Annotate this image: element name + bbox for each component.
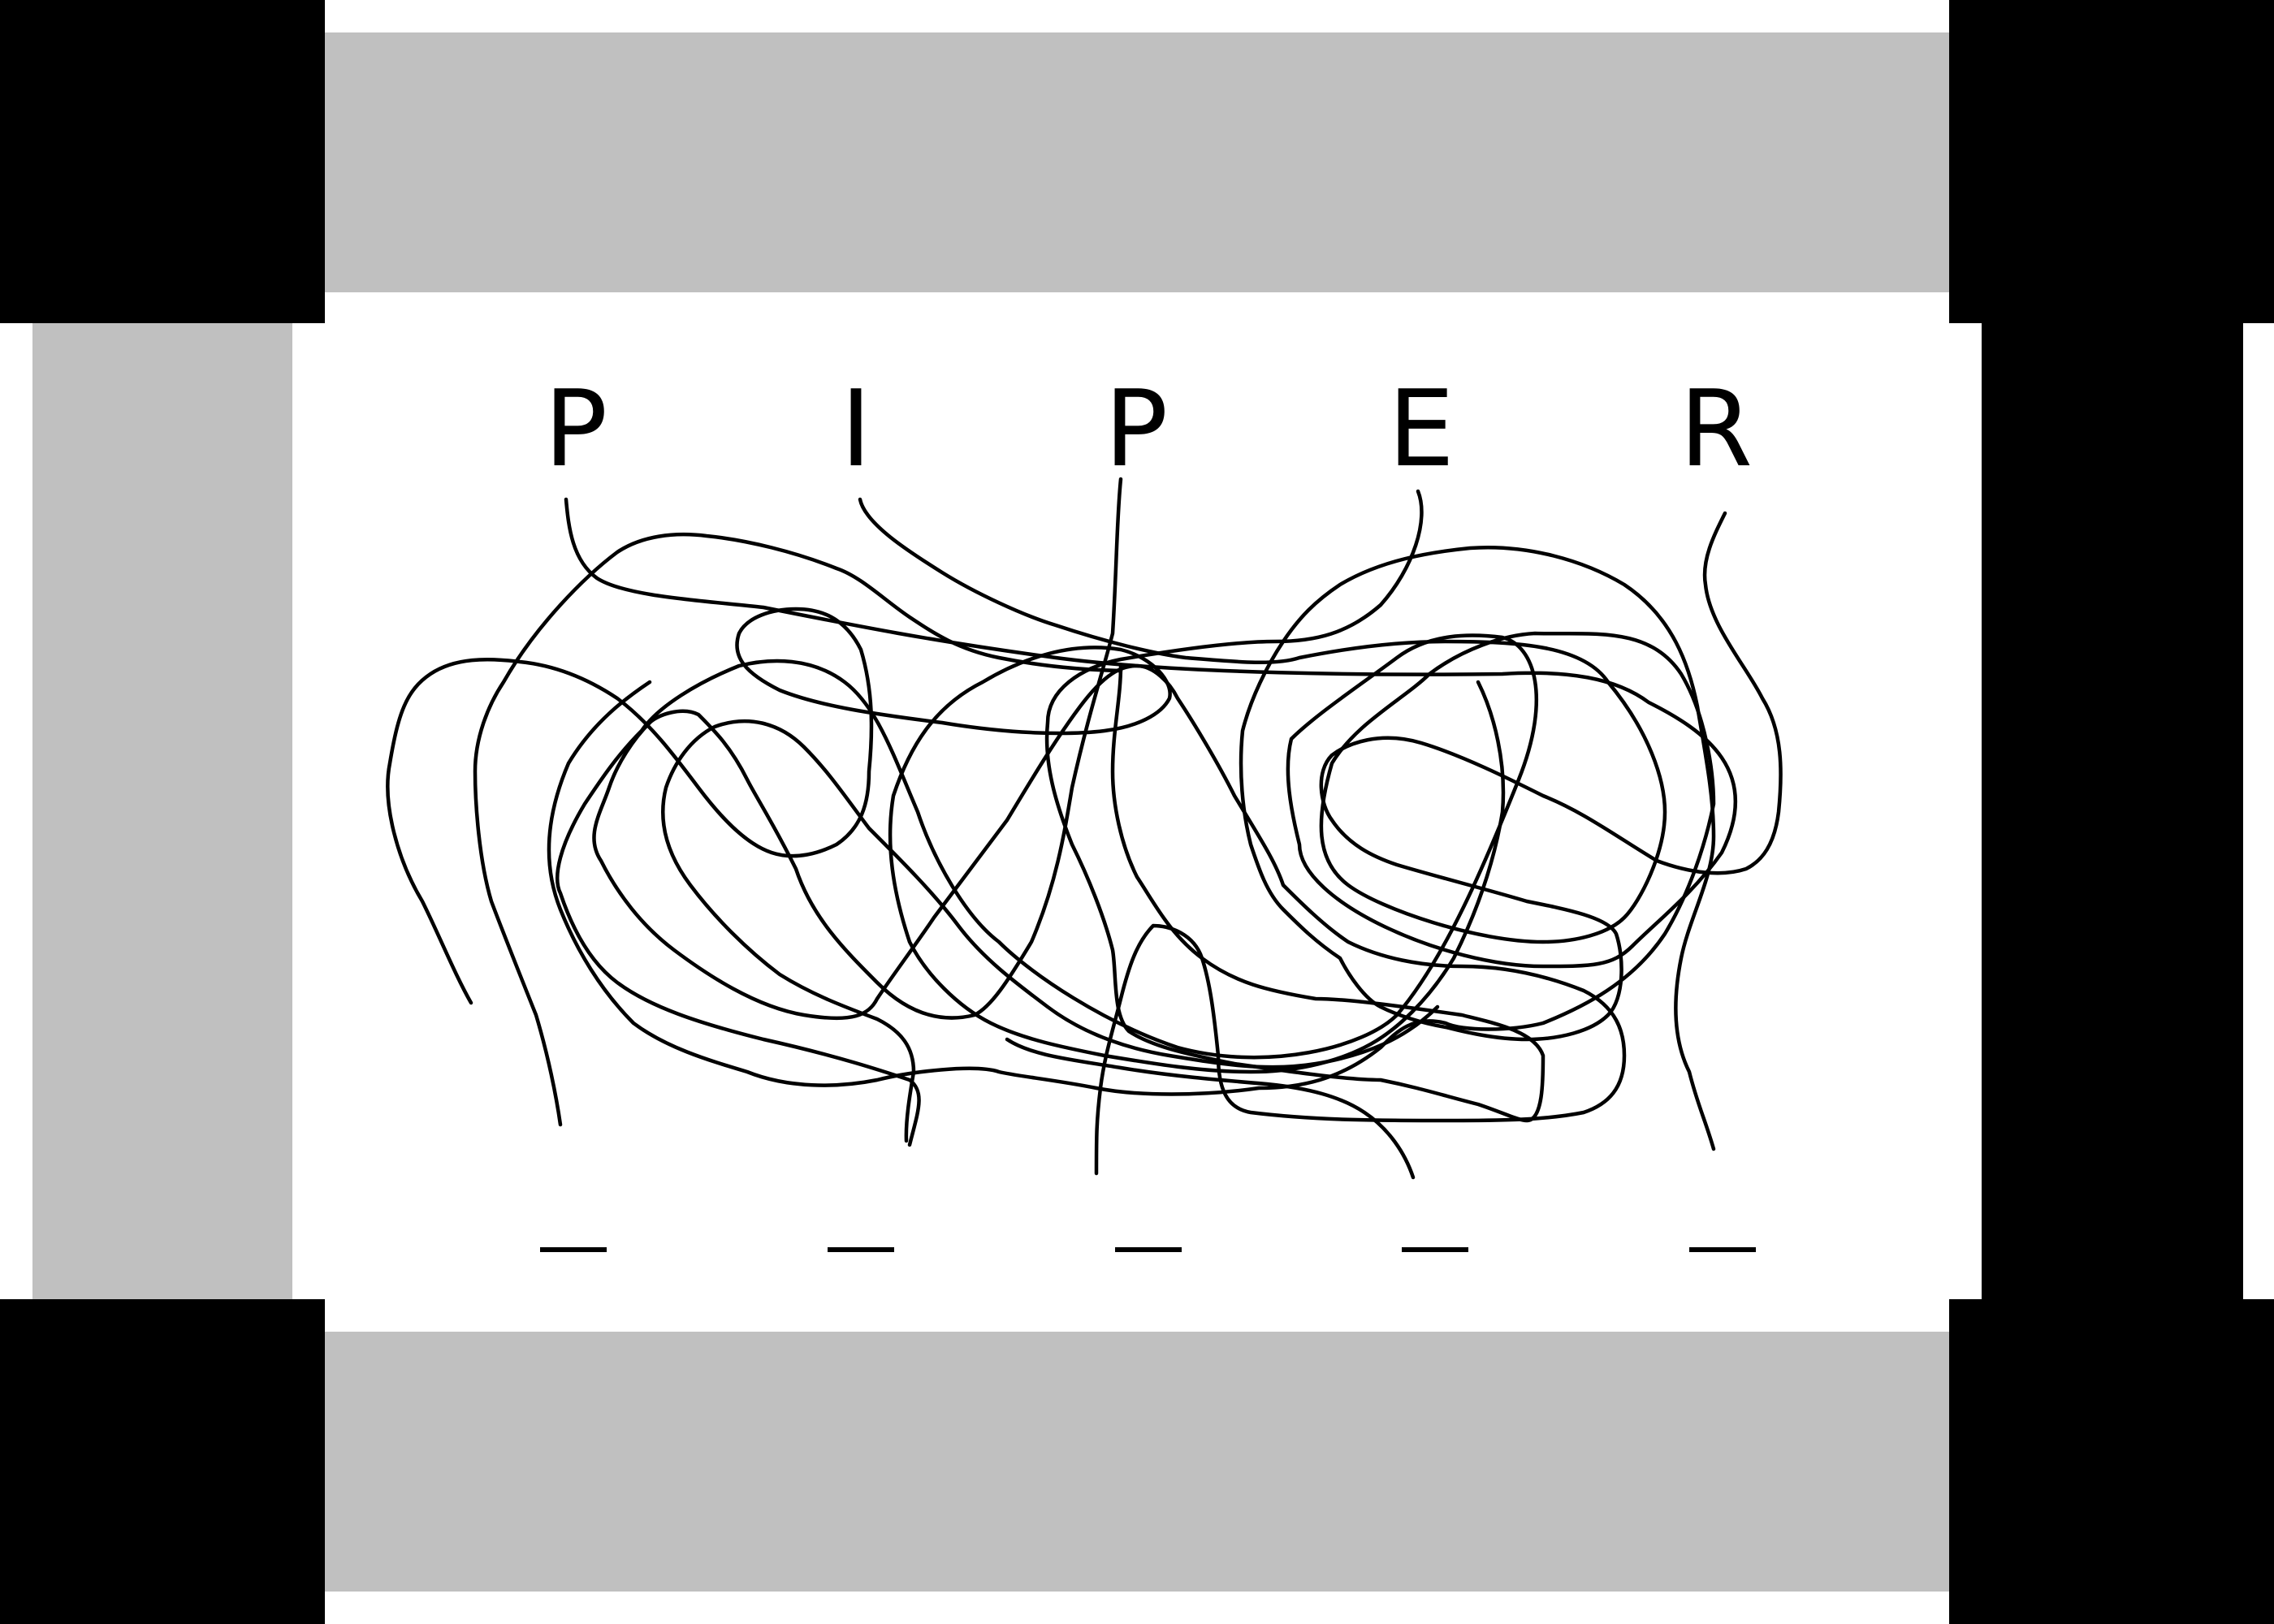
tangle-line-3 — [592, 477, 1627, 1176]
left-bar — [32, 323, 292, 1299]
tangle-line-7 — [473, 532, 1123, 1127]
corner-block-bottom-left — [0, 1299, 325, 1624]
corner-block-bottom-right — [1949, 1299, 2274, 1624]
bottom-bar — [325, 1332, 1949, 1592]
answer-blank-5[interactable] — [1689, 1247, 1756, 1252]
tangle-line-5 — [1239, 511, 1783, 1151]
answer-blank-3[interactable] — [1115, 1247, 1182, 1252]
top-bar — [325, 32, 1949, 292]
tangle-line-9 — [1005, 1037, 1416, 1180]
tangle-line-2 — [547, 497, 1716, 1096]
tangle-line-1 — [556, 497, 1738, 1147]
right-side-block — [1982, 323, 2243, 1299]
letter-r: R — [1679, 367, 1753, 490]
corner-block-top-right — [1949, 0, 2274, 323]
answer-blank-1[interactable] — [540, 1247, 607, 1252]
tangle-line-8 — [661, 719, 1440, 1143]
tangle-line-4 — [1044, 489, 1546, 1123]
answer-blank-4[interactable] — [1402, 1247, 1468, 1252]
corner-block-top-left — [0, 0, 325, 323]
letter-i: I — [840, 367, 872, 490]
letter-p-2: P — [1104, 367, 1169, 490]
letter-e: E — [1387, 367, 1455, 490]
letter-p-1: P — [543, 367, 608, 490]
tangle-line-6 — [386, 607, 1506, 1074]
answer-blank-2[interactable] — [828, 1247, 894, 1252]
